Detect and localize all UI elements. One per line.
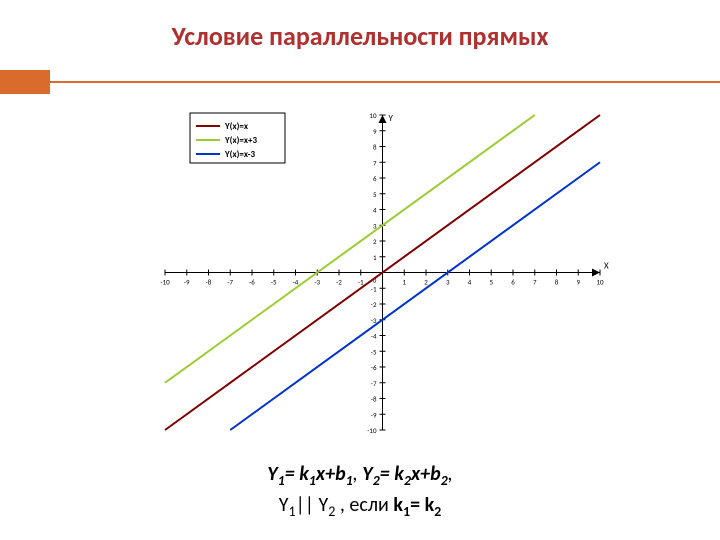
svg-text:7: 7 [533, 278, 537, 287]
svg-text:-4: -4 [371, 332, 377, 341]
svg-text:-7: -7 [371, 379, 377, 388]
svg-text:-7: -7 [227, 278, 233, 287]
svg-text:6: 6 [373, 174, 377, 183]
svg-text:3: 3 [446, 278, 450, 287]
svg-text:-1: -1 [358, 278, 364, 287]
svg-text:6: 6 [511, 278, 515, 287]
svg-text:9: 9 [373, 127, 377, 136]
svg-text:Y(x)=x+3: Y(x)=x+3 [224, 135, 258, 146]
svg-text:X: X [604, 261, 609, 272]
svg-text:-9: -9 [184, 278, 190, 287]
svg-text:7: 7 [373, 158, 377, 167]
svg-text:4: 4 [468, 278, 472, 287]
svg-text:2: 2 [373, 237, 377, 246]
svg-text:1: 1 [402, 278, 406, 287]
svg-text:-10: -10 [367, 426, 377, 435]
svg-text:10: 10 [596, 278, 604, 287]
svg-text:8: 8 [373, 143, 377, 152]
svg-text:10: 10 [369, 111, 377, 120]
svg-text:8: 8 [555, 278, 559, 287]
svg-text:1: 1 [373, 253, 377, 262]
accent-line [50, 81, 720, 83]
svg-text:-3: -3 [314, 278, 320, 287]
svg-text:Y: Y [389, 113, 394, 124]
svg-text:5: 5 [489, 278, 493, 287]
svg-text:-6: -6 [249, 278, 255, 287]
accent-block [0, 70, 50, 94]
svg-text:-2: -2 [371, 300, 377, 309]
chart-svg: XY-10-9-8-7-6-5-4-3-2-1012345678910-10-9… [120, 105, 620, 445]
svg-text:-8: -8 [206, 278, 212, 287]
svg-text:-4: -4 [293, 278, 299, 287]
formula-block: Y1= k1x+b1, Y2= k2x+b2, Y1|| Y2 , если k… [0, 460, 720, 521]
svg-text:Y(x)=x-3: Y(x)=x-3 [224, 149, 256, 160]
svg-text:4: 4 [373, 206, 377, 215]
svg-text:-9: -9 [371, 410, 377, 419]
svg-text:2: 2 [424, 278, 428, 287]
svg-text:-1: -1 [371, 284, 377, 293]
svg-text:-5: -5 [371, 347, 377, 356]
svg-text:-8: -8 [371, 395, 377, 404]
svg-text:-2: -2 [336, 278, 342, 287]
formula-line-1: Y1= k1x+b1, Y2= k2x+b2, [0, 460, 720, 491]
formula-line-2: Y1|| Y2 , если k1= k2 [0, 491, 720, 522]
svg-text:9: 9 [576, 278, 580, 287]
svg-text:-6: -6 [371, 363, 377, 372]
svg-text:-5: -5 [271, 278, 277, 287]
slide-title: Условие параллельности прямых [0, 20, 720, 52]
chart: XY-10-9-8-7-6-5-4-3-2-1012345678910-10-9… [120, 105, 620, 445]
svg-text:Y(x)=x: Y(x)=x [224, 121, 249, 132]
svg-text:5: 5 [373, 190, 377, 199]
svg-text:-10: -10 [160, 278, 170, 287]
title-text: Условие параллельности прямых [172, 20, 549, 52]
